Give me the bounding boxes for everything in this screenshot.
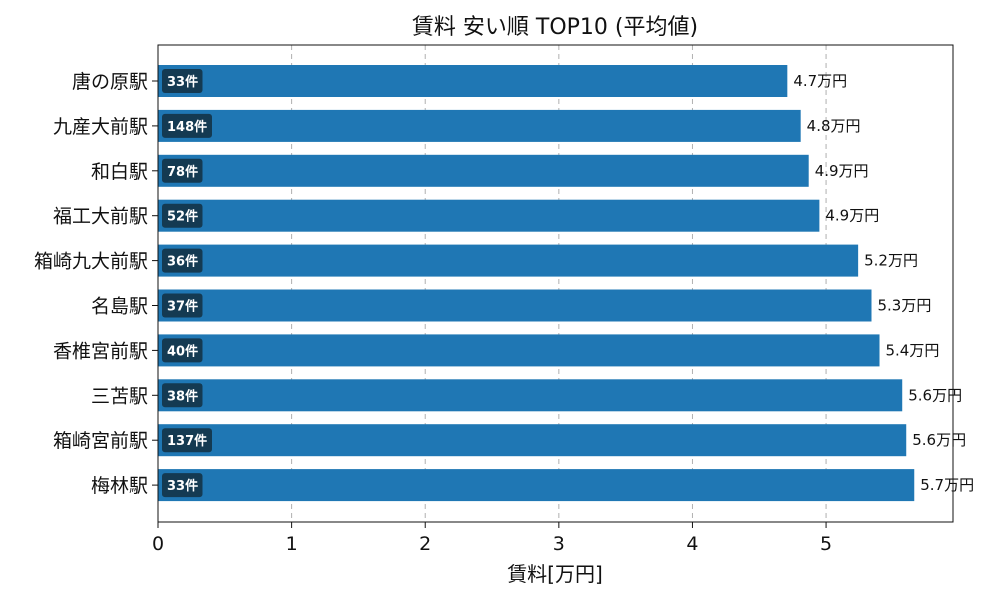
count-label: 33件: [167, 74, 198, 90]
value-label: 5.3万円: [877, 297, 931, 315]
value-label: 4.8万円: [807, 117, 861, 135]
count-label: 52件: [167, 209, 198, 225]
value-label: 5.4万円: [886, 341, 940, 359]
category-label: 香椎宮前駅: [53, 340, 148, 362]
bar: [158, 379, 903, 412]
x-tick-label: 1: [286, 533, 298, 555]
x-tick-label: 5: [820, 533, 832, 555]
count-badge: [162, 428, 212, 453]
x-tick-label: 2: [419, 533, 431, 555]
value-label: 5.6万円: [908, 386, 962, 404]
bar: [158, 334, 880, 367]
count-badge: [162, 113, 212, 138]
value-label: 5.6万円: [912, 431, 966, 449]
bar: [158, 154, 809, 187]
count-badge: [162, 383, 203, 408]
category-label: 九産大前駅: [53, 116, 148, 138]
category-label: 福工大前駅: [53, 206, 148, 228]
bar: [158, 244, 859, 277]
category-label: 三苫駅: [91, 385, 148, 407]
bar: [158, 424, 907, 457]
bar: [158, 109, 801, 142]
category-label: 箱崎九大前駅: [34, 251, 148, 273]
value-label: 5.2万円: [864, 252, 918, 270]
chart-title: 賃料 安い順 TOP10 (平均値): [412, 15, 698, 40]
plot-frame: [157, 44, 954, 523]
count-label: 36件: [167, 254, 198, 270]
category-label: 箱崎宮前駅: [53, 430, 148, 452]
count-label: 40件: [167, 343, 198, 359]
bar: [158, 289, 872, 322]
value-label: 4.9万円: [815, 162, 869, 180]
category-label: 名島駅: [91, 296, 148, 318]
axis-layer: 0 1 2 3 4 5 唐の原駅九産大前駅和白駅福工大前駅箱崎九大前駅名島駅香椎宮前駅三苫駅…: [34, 44, 954, 555]
count-badge: [162, 203, 203, 228]
x-axis-label: 賃料[万円]: [507, 562, 603, 586]
count-badge: [162, 248, 203, 273]
count-label: 137件: [167, 433, 207, 449]
x-tick-label: 3: [553, 533, 565, 555]
bar-layer: 4.7万円 33件 4.8万円 148件 4.9万円 78件 4.9万円 52件 5.2万円 36…: [158, 65, 974, 502]
x-tick-label: 4: [686, 533, 698, 555]
count-badge: [162, 293, 203, 318]
count-label: 33件: [167, 478, 198, 494]
bar: [158, 469, 915, 502]
count-label: 38件: [167, 388, 198, 404]
count-label: 37件: [167, 299, 198, 315]
count-badge: [162, 69, 203, 93]
x-tick-label: 0: [152, 533, 164, 555]
count-badge: [162, 158, 203, 183]
category-label: 梅林駅: [91, 475, 148, 497]
value-label: 5.7万円: [920, 476, 974, 494]
category-label: 和白駅: [91, 161, 148, 183]
count-label: 148件: [167, 119, 207, 135]
count-label: 78件: [167, 164, 198, 180]
bar: [158, 65, 788, 97]
count-badge: [162, 338, 203, 363]
category-label: 唐の原駅: [72, 71, 148, 93]
bar: [158, 199, 820, 232]
count-badge: [162, 473, 203, 498]
value-label: 4.9万円: [825, 207, 879, 225]
value-label: 4.7万円: [793, 72, 847, 90]
